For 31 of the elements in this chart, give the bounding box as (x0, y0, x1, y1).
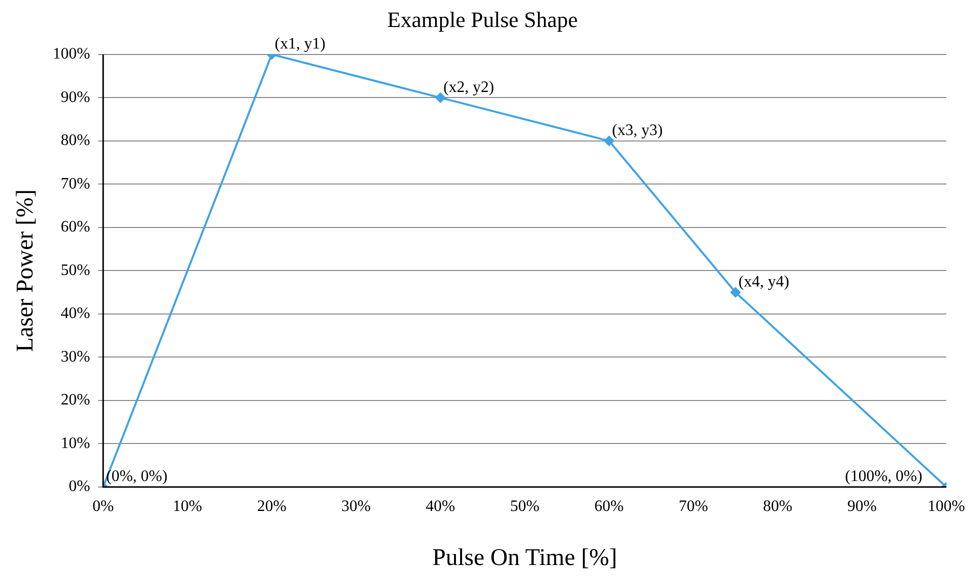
annotation: (x2, y2) (443, 78, 494, 96)
annotation: (0%, 0%) (106, 468, 168, 486)
y-tick-label: 40% (60, 305, 90, 322)
annotation: (x1, y1) (274, 36, 326, 53)
x-tick-label: 100% (928, 498, 965, 515)
y-tick-label: 70% (60, 175, 90, 192)
annotation: (x3, y3) (612, 122, 663, 140)
x-tick-label: 80% (763, 498, 792, 515)
x-tick-label: 90% (847, 498, 877, 515)
annotation: (x4, y4) (738, 274, 790, 291)
x-tick-label: 50% (510, 498, 540, 515)
y-tick-label: 50% (60, 262, 90, 279)
x-axis-title: Pulse On Time [%] (432, 544, 618, 571)
y-tick-label: 10% (60, 434, 90, 452)
x-tick-label: 70% (678, 498, 708, 515)
y-tick-label: 80% (60, 132, 90, 150)
y-tick-label: 100% (52, 46, 90, 63)
annotation: (100%, 0%) (845, 468, 922, 486)
x-tick-label: 30% (341, 498, 371, 515)
x-tick-label: 10% (172, 498, 202, 515)
y-tick-label: 60% (60, 218, 90, 236)
chart-title: Example Pulse Shape (387, 6, 578, 32)
x-tick-label: 60% (594, 498, 624, 515)
y-tick-label: 20% (60, 392, 90, 409)
x-tick-label: 0% (92, 498, 114, 515)
x-tick-label: 20% (257, 498, 286, 515)
y-tick-label: 30% (60, 348, 90, 366)
y-axis-title: Laser Power [%] (12, 189, 39, 352)
x-tick-label: 40% (426, 498, 456, 515)
y-tick-label: 0% (68, 478, 90, 496)
y-tick-label: 90% (60, 88, 90, 106)
